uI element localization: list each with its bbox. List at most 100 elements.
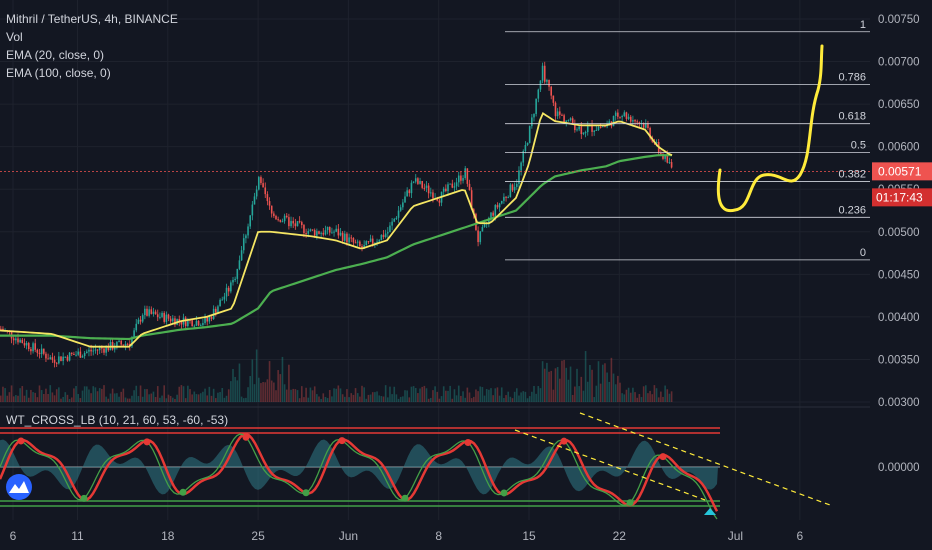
candle-body[interactable] (240, 250, 243, 261)
candle-body[interactable] (60, 356, 62, 361)
candle-body[interactable] (167, 314, 170, 319)
candle-body[interactable] (113, 347, 116, 350)
candle-body[interactable] (210, 316, 213, 319)
candle-body[interactable] (483, 223, 486, 228)
candle-body[interactable] (576, 129, 578, 131)
candle-body[interactable] (163, 312, 165, 322)
candle-body[interactable] (436, 198, 439, 201)
candle-body[interactable] (258, 177, 260, 190)
candle-body[interactable] (612, 115, 615, 127)
candle-body[interactable] (38, 352, 41, 355)
candle-body[interactable] (404, 196, 406, 203)
candle-body[interactable] (518, 170, 520, 184)
candle-body[interactable] (83, 352, 86, 357)
candle-body[interactable] (660, 152, 662, 155)
candle-body[interactable] (500, 200, 503, 204)
candle-body[interactable] (307, 231, 310, 234)
candle-body[interactable] (2, 328, 4, 331)
candle-body[interactable] (124, 343, 127, 346)
candle-body[interactable] (479, 231, 482, 243)
candle-body[interactable] (475, 213, 477, 231)
candle-body[interactable] (380, 234, 383, 241)
candle-body[interactable] (283, 215, 286, 222)
candle-body[interactable] (638, 122, 641, 124)
candle-body[interactable] (324, 230, 327, 235)
candle-body[interactable] (275, 215, 277, 220)
candle-body[interactable] (49, 357, 52, 360)
candle-body[interactable] (395, 217, 398, 219)
candle-body[interactable] (159, 316, 161, 318)
candle-body[interactable] (313, 230, 316, 236)
candle-body[interactable] (322, 232, 325, 235)
candle-body[interactable] (55, 362, 58, 364)
candle-body[interactable] (326, 226, 329, 231)
candle-body[interactable] (292, 221, 294, 224)
candle-body[interactable] (593, 130, 595, 132)
candle-body[interactable] (414, 178, 417, 182)
candle-body[interactable] (468, 183, 471, 191)
indicator-ema100[interactable]: EMA (100, close, 0) (6, 66, 111, 80)
candle-body[interactable] (96, 349, 99, 351)
candle-body[interactable] (548, 79, 550, 87)
candle-body[interactable] (412, 181, 415, 183)
candle-body[interactable] (118, 340, 120, 342)
candle-body[interactable] (34, 343, 36, 350)
candle-body[interactable] (111, 342, 114, 350)
candle-body[interactable] (391, 221, 393, 226)
candle-body[interactable] (591, 125, 593, 132)
candle-body[interactable] (389, 225, 391, 233)
candle-body[interactable] (77, 351, 79, 355)
candle-body[interactable] (255, 189, 258, 197)
candle-body[interactable] (552, 95, 555, 103)
candle-body[interactable] (670, 162, 673, 168)
candle-body[interactable] (492, 212, 494, 216)
candle-body[interactable] (584, 132, 587, 134)
candle-body[interactable] (376, 241, 378, 243)
candle-body[interactable] (242, 238, 245, 251)
candle-body[interactable] (116, 341, 118, 348)
candle-body[interactable] (384, 233, 387, 238)
candle-body[interactable] (45, 353, 47, 359)
candle-body[interactable] (344, 233, 346, 241)
candle-body[interactable] (528, 126, 531, 143)
candle-body[interactable] (402, 202, 404, 208)
candle-body[interactable] (328, 226, 331, 233)
price-axis[interactable]: 0.007500.007000.006500.006000.005500.005… (878, 14, 920, 409)
candle-body[interactable] (513, 186, 516, 191)
candle-body[interactable] (94, 349, 97, 351)
fibonacci-retracement[interactable]: 1 0.786 0.618 0.5 0.382 0.236 0 (505, 19, 870, 261)
candle-body[interactable] (225, 287, 228, 297)
candle-body[interactable] (447, 184, 449, 192)
candle-body[interactable] (337, 228, 340, 236)
candle-body[interactable] (301, 222, 303, 226)
candle-body[interactable] (53, 359, 56, 363)
candle-body[interactable] (636, 121, 638, 123)
candle-body[interactable] (260, 177, 262, 184)
candle-body[interactable] (503, 196, 505, 201)
candle-body[interactable] (507, 197, 509, 199)
candle-body[interactable] (481, 227, 484, 232)
candle-body[interactable] (505, 196, 507, 198)
candle-body[interactable] (574, 124, 576, 131)
candle-body[interactable] (494, 205, 497, 216)
candle-body[interactable] (139, 319, 142, 322)
candle-body[interactable] (247, 226, 249, 236)
candle-body[interactable] (15, 338, 17, 341)
candle-body[interactable] (419, 181, 421, 184)
candle-body[interactable] (262, 183, 264, 188)
candle-body[interactable] (457, 175, 460, 183)
candle-body[interactable] (666, 155, 669, 163)
candle-body[interactable] (629, 116, 632, 122)
candle-body[interactable] (346, 233, 348, 243)
candle-body[interactable] (32, 343, 34, 352)
candle-body[interactable] (559, 111, 561, 115)
candle-body[interactable] (169, 318, 172, 322)
candle-body[interactable] (649, 127, 651, 138)
candle-body[interactable] (264, 187, 267, 195)
candle-body[interactable] (397, 210, 400, 218)
candle-body[interactable] (238, 260, 241, 269)
candle-body[interactable] (582, 132, 585, 135)
candle-body[interactable] (417, 178, 419, 184)
candle-body[interactable] (30, 349, 32, 352)
